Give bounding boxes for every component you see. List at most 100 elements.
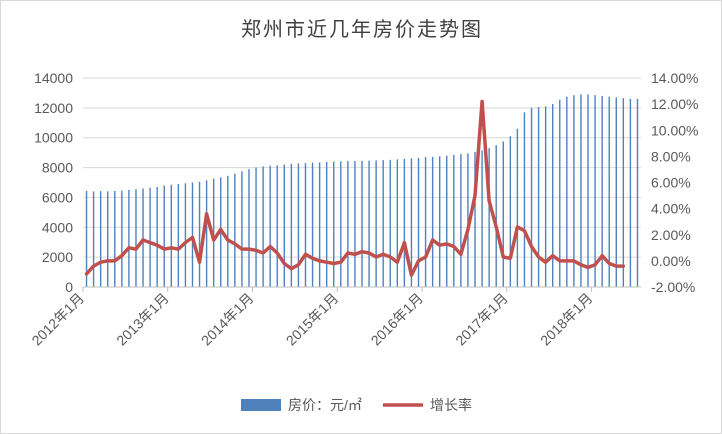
price-bar xyxy=(107,191,109,287)
price-bar xyxy=(467,153,469,287)
price-bar xyxy=(205,180,208,287)
price-bar xyxy=(156,186,158,287)
price-bar xyxy=(488,148,490,287)
y-right-tick-label: 10.00% xyxy=(651,122,698,138)
price-bar xyxy=(177,183,180,287)
price-bar xyxy=(417,157,420,287)
y-right-tick-label: 12.00% xyxy=(651,96,698,112)
price-bar xyxy=(340,161,342,287)
price-bar xyxy=(304,163,307,287)
price-bar xyxy=(516,128,519,287)
price-bar xyxy=(530,107,533,287)
price-bar xyxy=(615,97,617,288)
price-bar xyxy=(403,158,406,287)
price-bar xyxy=(622,98,625,288)
price-bar xyxy=(601,95,603,288)
price-bar xyxy=(636,98,639,288)
price-bar xyxy=(262,166,264,287)
y-right-tick-label: 4.00% xyxy=(651,201,691,217)
y-right-tick-label: 6.00% xyxy=(651,175,691,191)
price-bar xyxy=(361,160,363,287)
price-bar xyxy=(502,141,504,287)
y-left-tick-label: 6000 xyxy=(42,189,73,205)
y-left-tick-label: 14000 xyxy=(34,70,73,86)
price-bar xyxy=(460,154,462,287)
price-bar xyxy=(474,151,476,287)
x-tick-label: 2018年1月 xyxy=(537,290,596,349)
price-bar xyxy=(552,104,554,287)
price-bar xyxy=(509,136,512,287)
price-bar xyxy=(276,165,278,287)
price-bar xyxy=(227,175,229,287)
price-bar xyxy=(333,161,335,287)
price-bar xyxy=(241,171,243,287)
price-bar xyxy=(453,154,455,287)
price-bar xyxy=(389,159,391,287)
price-bar xyxy=(99,191,102,287)
price-bar xyxy=(347,161,349,287)
price-bar xyxy=(325,161,328,287)
price-bar xyxy=(580,94,582,288)
price-bar xyxy=(128,189,130,287)
price-bar xyxy=(587,94,589,288)
price-bar xyxy=(537,107,540,287)
price-bar xyxy=(608,96,610,288)
price-bar xyxy=(438,156,441,287)
price-bar xyxy=(566,96,568,288)
price-bar xyxy=(212,178,215,287)
price-bar xyxy=(481,150,483,287)
y-left-tick-label: 12000 xyxy=(34,100,73,116)
price-bar xyxy=(446,155,448,287)
x-tick-label: 2015年1月 xyxy=(283,290,342,349)
price-bar xyxy=(311,162,314,287)
y-right-tick-label: 2.00% xyxy=(651,227,691,243)
price-bar xyxy=(114,191,116,287)
x-tick-label: 2016年1月 xyxy=(368,290,427,349)
price-bar xyxy=(297,163,300,287)
price-bar xyxy=(149,187,151,287)
price-bar xyxy=(368,160,370,287)
price-bar xyxy=(248,169,250,287)
price-bar xyxy=(544,106,547,287)
price-bar xyxy=(382,160,384,287)
y-right-tick-label: 0.00% xyxy=(651,253,691,269)
price-bar xyxy=(629,98,632,288)
price-bar xyxy=(594,95,596,288)
price-bar xyxy=(375,160,377,287)
price-bar xyxy=(191,182,194,287)
price-bar xyxy=(495,145,497,287)
price-bar xyxy=(523,112,526,287)
x-tick-label: 2012年1月 xyxy=(28,290,87,349)
y-left-tick-label: 2000 xyxy=(42,249,73,265)
price-bar xyxy=(170,184,172,287)
price-bar xyxy=(559,99,561,288)
price-bar xyxy=(135,189,137,287)
price-bar xyxy=(184,183,187,287)
legend-price-label: 房价：元/㎡ xyxy=(288,397,362,413)
price-bar xyxy=(290,163,293,287)
growth-rate-line xyxy=(84,99,626,277)
y-left-tick-label: 10000 xyxy=(34,130,73,146)
chart-title: 郑州市近几年房价走势图 xyxy=(241,17,483,41)
price-bar xyxy=(318,162,321,287)
price-bar xyxy=(85,190,88,287)
price-bar xyxy=(431,156,434,287)
x-tick-label: 2014年1月 xyxy=(198,290,257,349)
price-bar xyxy=(573,95,575,288)
price-bar xyxy=(269,165,271,287)
price-bar xyxy=(142,188,144,287)
y-right-tick-label: -2.00% xyxy=(651,279,695,295)
legend-price-swatch xyxy=(241,399,281,411)
price-bar xyxy=(198,181,201,287)
y-left-tick-label: 4000 xyxy=(42,219,73,235)
price-bar xyxy=(92,191,95,287)
y-right-tick-label: 8.00% xyxy=(651,148,691,164)
legend-growth-label: 增长率 xyxy=(430,397,472,413)
price-bar xyxy=(121,190,123,287)
y-left-tick-label: 8000 xyxy=(42,160,73,176)
price-bar xyxy=(410,158,413,287)
price-bar xyxy=(396,159,399,287)
y-left-tick-label: 0 xyxy=(65,279,73,295)
